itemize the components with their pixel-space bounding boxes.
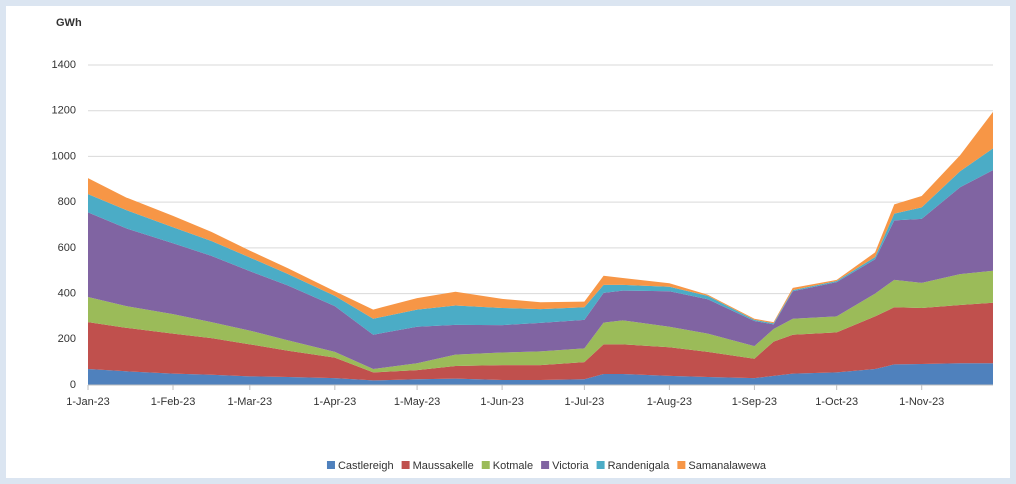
legend-swatch [677, 461, 686, 469]
legend-label: Victoria [552, 460, 589, 472]
area [88, 270, 993, 373]
x-tick-label: 1-Jun-23 [480, 396, 523, 408]
legend-label: Castlereigh [338, 460, 394, 472]
y-tick-label: 1400 [52, 59, 76, 71]
area [88, 170, 993, 369]
x-tick-label: 1-Nov-23 [899, 396, 944, 408]
legend: Castlereigh Maussakelle Kotmale Victoria Ran… [326, 460, 767, 472]
y-tick-label: 400 [58, 287, 76, 299]
legend-label: Samanalawewa [688, 460, 767, 472]
area [88, 363, 993, 385]
y-tick-label: 800 [58, 196, 76, 208]
y-tick-label: 1200 [52, 105, 76, 117]
y-tick-label: 1000 [52, 150, 76, 162]
legend-swatch [481, 461, 490, 469]
y-tick-label: 0 [70, 379, 76, 391]
x-tick-label: 1-Apr-23 [313, 396, 356, 408]
legend-swatch [401, 461, 410, 469]
x-tick-label: 1-May-23 [394, 396, 440, 408]
x-tick-label: 1-Jul-23 [565, 396, 605, 408]
legend-swatch [596, 461, 605, 469]
legend-label: Kotmale [493, 460, 533, 472]
area [88, 148, 993, 335]
legend-swatch [326, 461, 335, 469]
x-tick-label: 1-Sep-23 [732, 396, 777, 408]
legend-label: Maussakelle [413, 460, 474, 472]
legend-label: Randenigala [608, 460, 671, 472]
x-tick-label: 1-Oct-23 [815, 396, 858, 408]
chart-panel: GWh 0 200 400 600 800 1000 1200 1400 1-Jan-23 1-F… [6, 6, 1010, 478]
x-tick-label: 1-Mar-23 [227, 396, 272, 408]
area [88, 302, 993, 381]
x-tick-label: 1-Aug-23 [647, 396, 692, 408]
x-tick-label: 1-Feb-23 [151, 396, 196, 408]
y-axis-label: GWh [56, 17, 82, 29]
chart: GWh 0 200 400 600 800 1000 1200 1400 1-Jan-23 1-F… [52, 17, 993, 472]
y-tick-label: 600 [58, 242, 76, 254]
y-tick-label: 200 [58, 333, 76, 345]
legend-swatch [541, 461, 550, 469]
x-tick-label: 1-Jan-23 [66, 396, 109, 408]
